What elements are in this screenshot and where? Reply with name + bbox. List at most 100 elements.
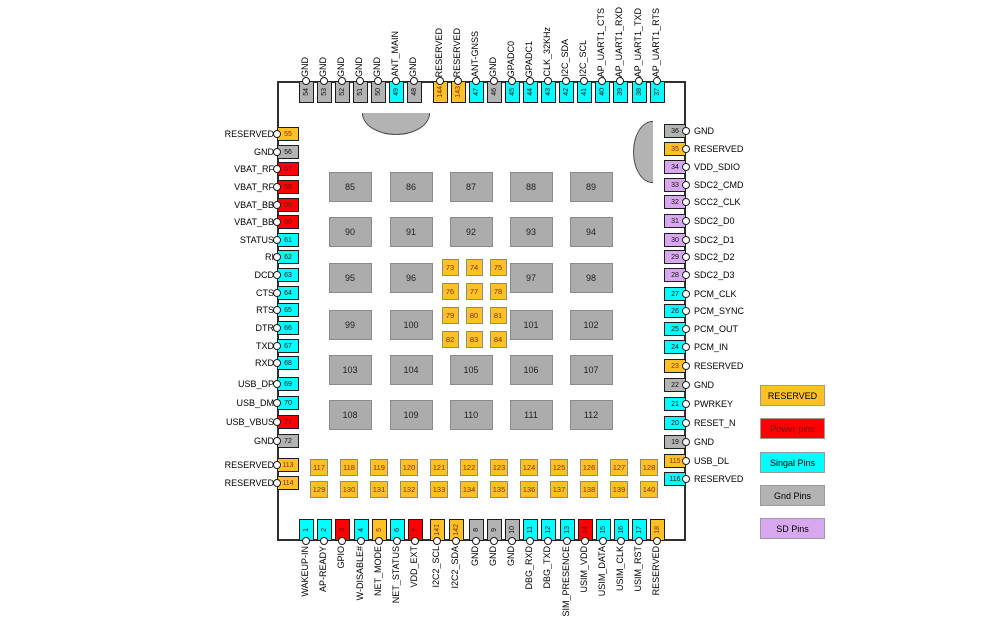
pin-number: 71 [284,418,292,426]
pin-notch [411,537,419,545]
pin-number: 7 [411,528,419,532]
pin-label-6: NET_STATUS [391,546,401,604]
center-pad-135: 135 [490,480,508,498]
center-pad-99: 99 [328,310,372,340]
pin-label-46: GND [488,57,498,77]
pin-number: 56 [284,148,292,156]
pin-label-24: PCM_IN [694,342,729,352]
center-pad-107: 107 [569,355,613,385]
pin-number: 9 [490,528,498,532]
pin-notch [273,218,281,226]
pin-label-64: CTS [256,288,274,298]
pin-label-3: GPIO [336,546,346,569]
pin-notch [682,271,690,279]
pin-notch [273,130,281,138]
pin-number: 50 [374,88,382,96]
pin-number: 115 [669,457,681,465]
pin-number: 49 [392,88,400,96]
pin-number: 35 [671,145,679,153]
pin-notch [682,381,690,389]
pin-label-41: I2C_SCL [578,40,588,77]
pin-notch [563,537,571,545]
pin-label-114: RESERVED [224,478,274,488]
center-pad-97: 97 [509,263,553,293]
center-pad-110: 110 [449,400,493,430]
pin-notch [682,362,690,370]
center-pad-77: 77 [465,282,483,300]
pin-label-70: USB_DM [236,398,274,408]
pin-notch [273,165,281,173]
center-pad-108: 108 [328,400,372,430]
pin-number: 62 [284,253,292,261]
center-pad-129: 129 [310,480,328,498]
center-pad-121: 121 [430,458,448,476]
pin-notch [580,77,588,85]
center-pad-105: 105 [449,355,493,385]
pin-label-15: USIM_DATA [597,546,607,597]
pin-number: 70 [284,399,292,407]
pin-114: 114 [277,476,299,490]
pin-number: 65 [284,306,292,314]
pin-notch [599,537,607,545]
pin-number: 11 [526,526,534,534]
pin-notch [682,307,690,315]
center-pad-133: 133 [430,480,448,498]
pin-label-7: VDD_EXT [409,546,419,588]
pin-label-143: RESERVED [452,27,462,77]
pin-label-48: GND [408,57,418,77]
pin-number: 113 [282,461,294,469]
pin-number: 143 [454,86,462,98]
pin-label-57: VBAT_RF [234,164,274,174]
pin-label-37: AP_UART1_RTS [651,7,661,77]
pin-notch [273,324,281,332]
pin-label-29: SDC2_D2 [694,252,735,262]
pin-notch [472,537,480,545]
pin-number: 34 [671,163,679,171]
pin-notch [273,342,281,350]
legend-item-power: Power pins [760,418,825,439]
pin-number: 31 [671,217,679,225]
pin-number: 47 [472,88,480,96]
pin-notch [682,438,690,446]
pin-notch [273,418,281,426]
center-pad-136: 136 [520,480,538,498]
pin-58: 58 [277,180,299,194]
pin-label-52: GND [336,57,346,77]
pin-notch [338,537,346,545]
pin-notch [273,253,281,261]
pin-number: 42 [562,88,570,96]
pin-35: 35 [664,142,686,156]
pin-number: 63 [284,271,292,279]
pin-71: 71 [277,415,299,429]
pin-label-141: I2C2_SCL [431,546,441,588]
pin-number: 60 [284,218,292,226]
pin-notch [393,537,401,545]
pin-number: 68 [284,359,292,367]
pin-number: 18 [653,526,661,534]
pin-label-21: PWRKEY [694,399,734,409]
pin-notch [454,77,462,85]
pin-number: 44 [526,88,534,96]
pin-notch [508,537,516,545]
pin-number: 15 [599,526,607,534]
pin-label-27: PCM_CLK [694,289,737,299]
pin-label-40: AP_UART1_CTS [596,7,606,77]
pin-notch [682,236,690,244]
pin-number: 67 [284,342,292,350]
pin-notch [375,537,383,545]
center-pad-103: 103 [328,355,372,385]
pin-number: 1 [302,528,310,532]
center-pad-123: 123 [490,458,508,476]
pin-label-14: USIM_VDD [579,546,589,593]
pin-label-28: SDC2_D3 [694,270,735,280]
center-pad-84: 84 [489,330,507,348]
center-pad-134: 134 [460,480,478,498]
pin-number: 43 [544,88,552,96]
pin-notch [436,77,444,85]
center-pad-140: 140 [640,480,658,498]
pin-number: 5 [375,528,383,532]
pin-number: 116 [669,475,681,483]
center-pad-127: 127 [610,458,628,476]
pin-number: 66 [284,324,292,332]
